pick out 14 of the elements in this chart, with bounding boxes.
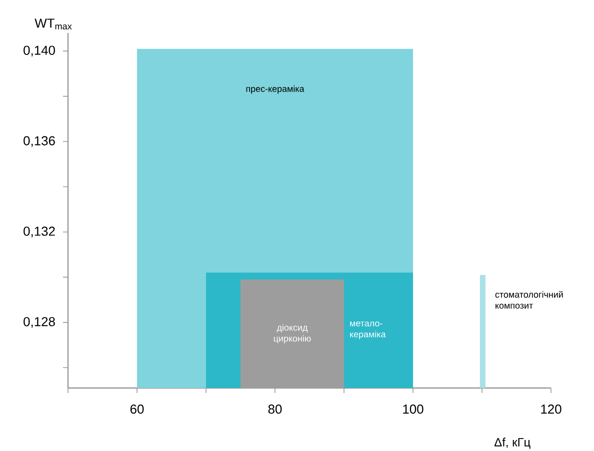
x-tick-label: 60 <box>130 404 144 414</box>
series-label: прес-кераміка <box>246 85 304 94</box>
x-tick-label: 120 <box>541 404 562 414</box>
series-label: діоксид цирконію <box>274 324 311 344</box>
x-axis-title: Δf, кГц <box>494 438 530 449</box>
y-axis-title: WT$_{max}$ <box>34 18 72 30</box>
series-label: метало-кераміка <box>350 322 386 340</box>
y-tick-label: 0,132 <box>24 226 55 238</box>
x-tick-label: 80 <box>268 404 282 414</box>
y-tick-label: 0,128 <box>24 317 55 328</box>
y-tick-label: 0,140 <box>24 46 55 56</box>
y-tick-label: 0,136 <box>24 136 55 147</box>
series-label: стоматологічний композит <box>495 290 563 309</box>
x-tick-label: 100 <box>403 404 424 414</box>
